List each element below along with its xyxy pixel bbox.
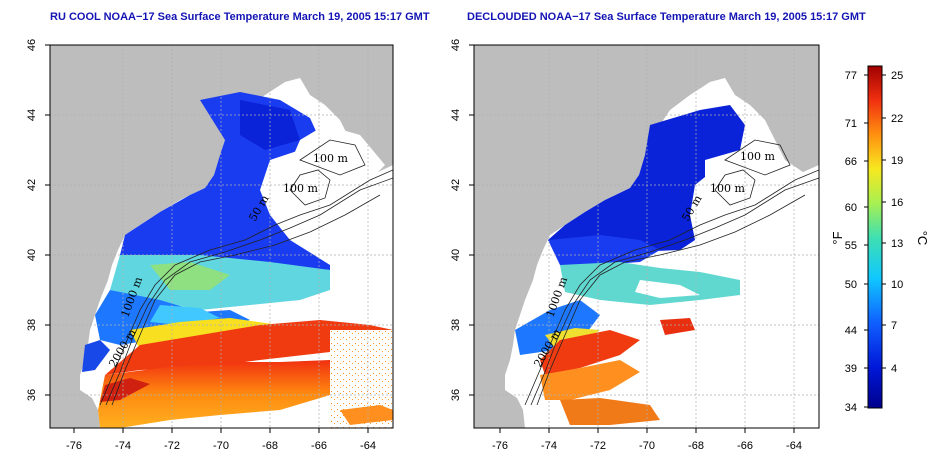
colorbar-celsius-tick: 25 bbox=[891, 70, 903, 82]
left-lon-labels: -76 -74 -72 -70 -68 -66 -64 bbox=[66, 440, 376, 452]
colorbar-fahrenheit-tick: 77 bbox=[845, 70, 857, 82]
right-axis-ticks bbox=[469, 44, 795, 433]
colorbar-celsius-tick: 7 bbox=[891, 320, 897, 332]
left-contours bbox=[99, 139, 393, 406]
right-lon-tick: -74 bbox=[541, 440, 557, 452]
colorbar-fahrenheit-unit: °F bbox=[830, 231, 845, 244]
left-land-novascotia bbox=[300, 60, 393, 172]
left-lon-tick: -76 bbox=[66, 440, 82, 452]
left-lat-labels: 46 44 42 40 38 36 bbox=[26, 39, 38, 401]
right-lon-tick: -70 bbox=[639, 440, 655, 452]
colorbar-celsius-tick: 4 bbox=[891, 363, 897, 375]
colorbar-celsius-tick: 16 bbox=[891, 197, 903, 209]
right-lat-tick: 38 bbox=[450, 319, 462, 331]
right-contour-label-100m-b: 100 m bbox=[710, 182, 745, 195]
right-map: 100 m 100 m 50 m 1000 m 2000 m bbox=[474, 45, 819, 428]
right-contour-label-100m-a: 100 m bbox=[740, 150, 775, 163]
right-lon-tick: -68 bbox=[688, 440, 704, 452]
left-contour-label-100m-b: 100 m bbox=[283, 182, 318, 195]
left-lat-tick: 46 bbox=[26, 39, 38, 51]
colorbar-fahrenheit-tick: 55 bbox=[845, 240, 857, 252]
left-lon-tick: -64 bbox=[360, 440, 376, 452]
colorbar-fahrenheit-tick: 44 bbox=[845, 325, 857, 337]
left-lon-tick: -70 bbox=[213, 440, 229, 452]
colorbar-ticks bbox=[864, 74, 886, 408]
colorbar-gradient bbox=[867, 65, 883, 409]
colorbar-fahrenheit-tick: 34 bbox=[845, 402, 857, 414]
left-panel-title: RU COOL NOAA−17 Sea Surface Temperature … bbox=[50, 11, 430, 23]
left-lon-tick: -66 bbox=[311, 440, 327, 452]
left-lat-tick: 40 bbox=[26, 249, 38, 261]
colorbar-celsius-tick: 22 bbox=[891, 113, 903, 125]
right-lon-tick: -66 bbox=[737, 440, 753, 452]
right-panel-title: DECLOUDED NOAA−17 Sea Surface Temperatur… bbox=[467, 11, 866, 23]
left-axis-ticks bbox=[45, 44, 369, 433]
left-grid bbox=[50, 45, 393, 428]
right-lat-tick: 46 bbox=[450, 39, 462, 51]
left-lon-tick: -72 bbox=[164, 440, 180, 452]
colorbar-fahrenheit-tick: 66 bbox=[845, 156, 857, 168]
right-lat-tick: 40 bbox=[450, 249, 462, 261]
left-land-mainland bbox=[50, 45, 393, 428]
temperature-colorbar: 77 71 66 60 55 50 44 39 34 25 22 19 16 1… bbox=[830, 65, 930, 414]
left-map: 100 m 100 m 50 m 1000 m 2000 m bbox=[50, 45, 393, 428]
right-lat-tick: 36 bbox=[450, 389, 462, 401]
left-lat-tick: 36 bbox=[26, 389, 38, 401]
colorbar-celsius-tick: 13 bbox=[891, 238, 903, 250]
left-lat-tick: 44 bbox=[26, 109, 38, 121]
right-contours bbox=[524, 139, 819, 406]
right-lat-tick: 42 bbox=[450, 179, 462, 191]
left-sst-field bbox=[80, 92, 393, 428]
left-lon-tick: -68 bbox=[262, 440, 278, 452]
right-lat-tick: 44 bbox=[450, 109, 462, 121]
left-lon-tick: -74 bbox=[115, 440, 131, 452]
left-contour-label-100m-a: 100 m bbox=[313, 152, 348, 165]
colorbar-fahrenheit-tick: 39 bbox=[845, 363, 857, 375]
right-land-mainland bbox=[474, 45, 819, 428]
colorbar-celsius-unit: °C bbox=[915, 231, 930, 246]
colorbar-fahrenheit-tick: 60 bbox=[845, 202, 857, 214]
colorbar-celsius-tick: 10 bbox=[891, 279, 903, 291]
right-lon-tick: -76 bbox=[492, 440, 508, 452]
right-lon-labels: -76 -74 -72 -70 -68 -66 -64 bbox=[492, 440, 802, 452]
left-lat-tick: 38 bbox=[26, 319, 38, 331]
colorbar-fahrenheit-tick: 71 bbox=[845, 118, 857, 130]
right-grid bbox=[474, 45, 819, 428]
right-lon-tick: -64 bbox=[786, 440, 802, 452]
right-lon-tick: -72 bbox=[590, 440, 606, 452]
right-lat-labels: 46 44 42 40 38 36 bbox=[450, 39, 462, 401]
colorbar-celsius-tick: 19 bbox=[891, 155, 903, 167]
left-lat-tick: 42 bbox=[26, 179, 38, 191]
right-land-novascotia bbox=[725, 60, 819, 172]
colorbar-fahrenheit-tick: 50 bbox=[845, 279, 857, 291]
